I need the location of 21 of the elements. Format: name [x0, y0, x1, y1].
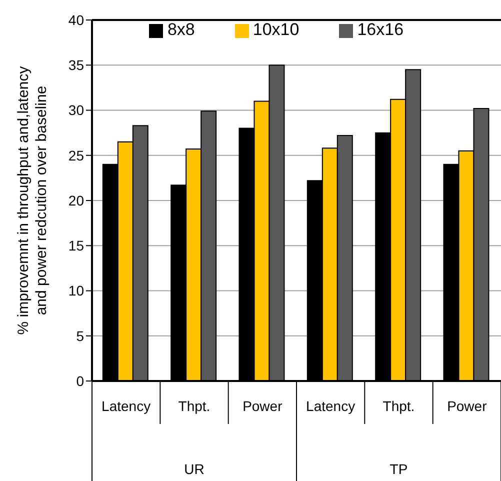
- x-tick-label: Thpt.: [382, 398, 415, 414]
- y-tick-label: 0: [76, 372, 84, 389]
- text: UR: [184, 461, 204, 477]
- legend-label: 10x10: [252, 20, 300, 39]
- y-tick-label: 30: [68, 102, 84, 118]
- y-tick-label: 25: [68, 147, 84, 164]
- y-tick-label: 35: [68, 57, 84, 74]
- y-tick-label: 15: [68, 238, 84, 254]
- y-tick-label: 5: [76, 328, 84, 344]
- legend-label: 8x8: [167, 20, 195, 39]
- y-tick-label: 20: [68, 192, 84, 208]
- legend-label: 16x16: [357, 20, 404, 39]
- x-tick-label: Power: [242, 398, 283, 414]
- y-tick-label: 40: [68, 12, 84, 28]
- x-tick-label: Thpt.: [178, 398, 210, 414]
- x-tick-label: Latency: [102, 398, 151, 414]
- text: TP: [390, 461, 408, 477]
- x-tick-label: Latency: [306, 398, 356, 414]
- y-tick-label: 10: [68, 282, 84, 299]
- x-tick-label: Power: [447, 398, 488, 414]
- y-axis-title: % improvemnt in throughput and,latency and power redcution over baseline: [15, 66, 50, 335]
